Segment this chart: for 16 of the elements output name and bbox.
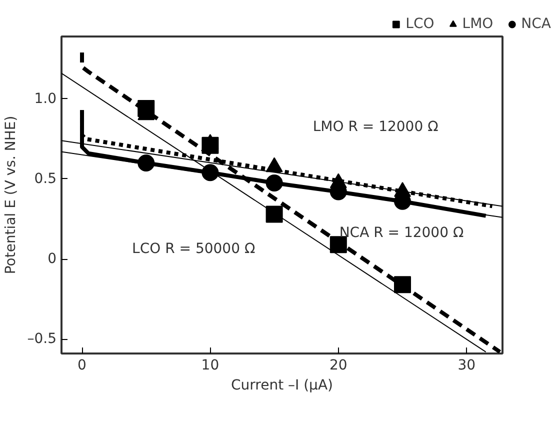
y-tick-label: 1.0 (34, 90, 56, 107)
x-axis-title: Current –I (μA) (230, 378, 334, 394)
annotation: NCA R = 12000 Ω (339, 225, 464, 242)
legend-label: NCA (521, 16, 551, 32)
y-tick-label: 0 (48, 251, 57, 268)
y-tick-label: 0.5 (34, 170, 56, 187)
annotation: LMO R = 12000 Ω (312, 118, 439, 135)
y-tick-label: –0.5 (27, 331, 56, 348)
legend-label: LCO (406, 16, 434, 32)
x-tick-label: 0 (78, 358, 86, 374)
annotation: LCO R = 50000 Ω (132, 240, 256, 257)
x-tick-label: 20 (330, 358, 348, 374)
legend-label: LMO (462, 16, 494, 32)
y-axis-title: Potential E (V vs. NHE) (3, 116, 20, 274)
x-tick-label: 30 (458, 358, 476, 374)
x-tick-label: 10 (201, 358, 220, 374)
